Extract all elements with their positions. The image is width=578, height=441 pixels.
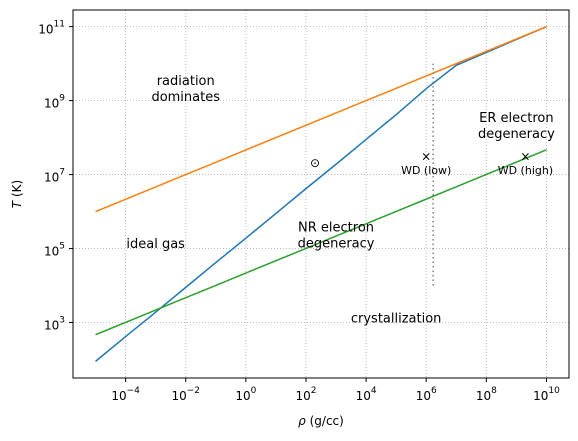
y-tick-label: 105 bbox=[44, 241, 65, 258]
series-line bbox=[95, 25, 547, 362]
annotation: WD (low) bbox=[401, 164, 451, 177]
annotation: ER electron bbox=[479, 111, 553, 126]
x-tick-label: 108 bbox=[476, 386, 497, 403]
annotation: dominates bbox=[151, 90, 220, 105]
x-tick-label: 10−4 bbox=[111, 386, 140, 403]
y-tick-label: 107 bbox=[44, 167, 65, 184]
x-tick-label: 1010 bbox=[533, 386, 560, 403]
series-line bbox=[95, 149, 547, 336]
marker: × bbox=[520, 149, 530, 163]
x-axis-label: ρ (g/cc) bbox=[298, 414, 344, 428]
x-tick-label: 10−2 bbox=[171, 386, 200, 403]
x-tick-label: 100 bbox=[235, 386, 256, 403]
annotation: NR electron bbox=[298, 220, 374, 235]
series-line bbox=[95, 25, 547, 213]
y-tick-label: 1011 bbox=[38, 19, 65, 36]
plot-frame bbox=[72, 9, 570, 379]
y-axis-label: T (K) bbox=[10, 180, 24, 208]
y-tick-label: 109 bbox=[44, 93, 65, 110]
annotation: crystallization bbox=[351, 311, 442, 326]
y-tick-label: 103 bbox=[44, 315, 65, 332]
annotation: radiation bbox=[157, 74, 215, 89]
annotation: ideal gas bbox=[126, 237, 185, 252]
annotation: degeneracy bbox=[298, 236, 375, 251]
x-tick-label: 106 bbox=[416, 386, 437, 403]
marker: ⊙ bbox=[310, 156, 320, 170]
x-tick-label: 102 bbox=[295, 386, 316, 403]
annotation: WD (high) bbox=[498, 164, 553, 177]
annotation: degeneracy bbox=[478, 127, 555, 142]
x-tick-label: 104 bbox=[356, 386, 377, 403]
marker: × bbox=[421, 149, 431, 163]
